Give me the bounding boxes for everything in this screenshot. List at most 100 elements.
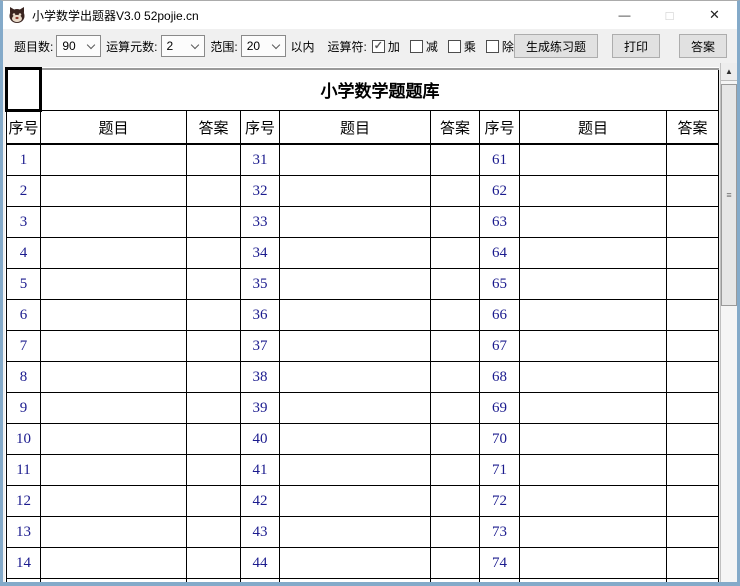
question-cell[interactable] [279,516,431,548]
answer-cell[interactable] [430,516,480,548]
question-cell[interactable] [279,547,431,579]
answer-cell[interactable] [186,143,241,176]
answer-cell[interactable] [186,299,241,331]
seq-cell[interactable]: 33 [240,206,280,238]
question-cell[interactable] [279,361,431,393]
question-cell[interactable] [519,392,667,424]
answer-cell[interactable] [666,299,719,331]
answer-cell[interactable] [186,268,241,300]
answer-cell[interactable] [666,454,719,486]
operator-divide-checkbox[interactable]: 除 [485,38,514,55]
answer-cell[interactable] [666,578,719,582]
seq-cell[interactable]: 8 [6,361,41,393]
question-cell[interactable] [519,143,667,176]
answer-cell[interactable] [186,423,241,455]
seq-cell[interactable]: 14 [6,547,41,579]
seq-cell[interactable]: 43 [240,516,280,548]
answer-cell[interactable] [430,237,480,269]
answer-cell[interactable] [186,454,241,486]
answer-cell[interactable] [186,206,241,238]
answer-cell[interactable] [666,361,719,393]
seq-cell[interactable]: 13 [6,516,41,548]
seq-cell[interactable]: 68 [479,361,520,393]
answer-cell[interactable] [186,392,241,424]
seq-cell[interactable]: 10 [6,423,41,455]
question-cell[interactable] [40,299,187,331]
answer-cell[interactable] [666,175,719,207]
question-cell[interactable] [40,423,187,455]
question-cell[interactable] [519,237,667,269]
seq-cell[interactable]: 40 [240,423,280,455]
seq-cell[interactable]: 11 [6,454,41,486]
question-cell[interactable] [40,485,187,517]
vertical-scrollbar[interactable]: ▲ ≡ [720,63,737,582]
seq-cell[interactable]: 37 [240,330,280,362]
answer-cell[interactable] [186,237,241,269]
question-cell[interactable] [40,237,187,269]
answer-cell[interactable] [430,361,480,393]
seq-cell[interactable]: 72 [479,485,520,517]
scrollbar-thumb[interactable]: ≡ [721,84,737,306]
question-cell[interactable] [519,361,667,393]
operand-count-select[interactable]: 2 [160,35,206,57]
print-button[interactable]: 打印 [611,34,660,58]
seq-cell[interactable]: 7 [6,330,41,362]
question-cell[interactable] [279,175,431,207]
seq-cell[interactable]: 2 [6,175,41,207]
answer-cell[interactable] [666,268,719,300]
question-cell[interactable] [40,143,187,176]
answer-cell[interactable] [430,299,480,331]
seq-cell[interactable]: 3 [6,206,41,238]
answers-button[interactable]: 答案 [678,34,727,58]
seq-cell[interactable]: 63 [479,206,520,238]
scroll-up-button[interactable]: ▲ [721,63,737,81]
seq-cell[interactable]: 4 [6,237,41,269]
seq-cell[interactable]: 42 [240,485,280,517]
minimize-button[interactable]: — [618,8,631,22]
question-cell[interactable] [519,330,667,362]
question-cell[interactable] [519,485,667,517]
answer-cell[interactable] [666,516,719,548]
answer-cell[interactable] [186,175,241,207]
answer-cell[interactable] [666,547,719,579]
answer-cell[interactable] [430,392,480,424]
question-cell[interactable] [519,423,667,455]
question-cell[interactable] [40,392,187,424]
seq-cell[interactable]: 67 [479,330,520,362]
seq-cell[interactable]: 6 [6,299,41,331]
generate-exercises-button[interactable]: 生成练习题 [513,34,598,58]
question-cell[interactable] [519,268,667,300]
answer-cell[interactable] [430,454,480,486]
seq-cell[interactable]: 36 [240,299,280,331]
selected-cell[interactable] [5,67,42,112]
seq-cell[interactable]: 44 [240,547,280,579]
question-cell[interactable] [279,143,431,176]
seq-cell[interactable]: 73 [479,516,520,548]
seq-cell[interactable]: 70 [479,423,520,455]
seq-cell[interactable]: 74 [479,547,520,579]
seq-cell[interactable]: 71 [479,454,520,486]
answer-cell[interactable] [186,516,241,548]
answer-cell[interactable] [666,423,719,455]
question-cell[interactable] [40,547,187,579]
question-cell[interactable] [519,547,667,579]
question-cell[interactable] [279,454,431,486]
answer-cell[interactable] [666,392,719,424]
seq-cell[interactable]: 31 [240,143,280,176]
answer-cell[interactable] [430,485,480,517]
seq-cell[interactable]: 69 [479,392,520,424]
answer-cell[interactable] [666,237,719,269]
seq-cell[interactable]: 75 [479,578,520,582]
question-cell[interactable] [40,175,187,207]
close-button[interactable]: ✕ [709,7,720,22]
question-count-select[interactable]: 90 [56,35,102,57]
question-cell[interactable] [279,485,431,517]
question-cell[interactable] [279,330,431,362]
answer-cell[interactable] [666,485,719,517]
seq-cell[interactable]: 64 [479,237,520,269]
seq-cell[interactable]: 12 [6,485,41,517]
seq-cell[interactable]: 5 [6,268,41,300]
question-cell[interactable] [519,175,667,207]
question-cell[interactable] [40,516,187,548]
seq-cell[interactable]: 9 [6,392,41,424]
